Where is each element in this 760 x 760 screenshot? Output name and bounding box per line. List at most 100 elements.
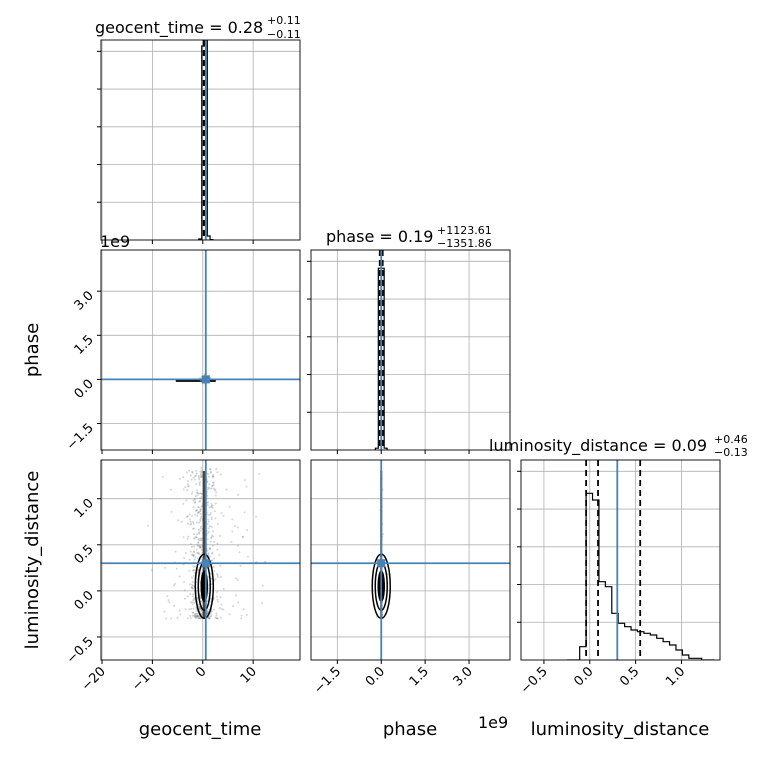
panel-plot-area	[101, 250, 300, 450]
sample-point	[209, 471, 212, 474]
sample-point	[191, 584, 194, 587]
sample-point	[176, 616, 179, 619]
sample-point	[213, 579, 216, 582]
sample-point	[194, 616, 197, 619]
sample-point	[168, 601, 171, 604]
sample-point	[241, 535, 244, 538]
sample-point	[212, 481, 215, 484]
sample-point	[238, 551, 241, 554]
sample-point	[208, 555, 211, 558]
sample-point	[193, 597, 196, 600]
sample-point	[208, 548, 211, 551]
y-tick-label: 1.5	[72, 333, 97, 358]
sample-point	[222, 587, 225, 590]
sample-point	[192, 554, 195, 557]
sample-point	[214, 494, 217, 497]
sample-point	[192, 611, 195, 614]
sample-point	[176, 519, 179, 522]
title-geocent-time-plus: +0.11	[267, 14, 301, 27]
sample-point	[195, 612, 198, 615]
sample-point	[196, 615, 199, 618]
sample-point	[186, 489, 189, 492]
panel-phase-phase	[307, 249, 511, 454]
sample-point	[192, 553, 195, 556]
x-tick-label: −10	[129, 664, 159, 694]
title-geocent-time: geocent_time = 0.28 +0.11 −0.11	[95, 14, 301, 41]
sample-point	[219, 534, 222, 537]
sample-point	[164, 566, 167, 569]
sample-point	[216, 598, 219, 601]
sample-point	[195, 536, 198, 539]
sample-point	[199, 537, 202, 540]
sample-point	[219, 565, 222, 568]
sample-point	[197, 615, 200, 618]
sample-point	[185, 499, 188, 502]
sample-point	[264, 560, 267, 563]
sample-point	[194, 495, 197, 498]
sample-point	[173, 604, 176, 607]
sample-point	[192, 568, 195, 571]
sample-point	[193, 558, 196, 561]
sample-point	[220, 512, 223, 515]
sample-point	[231, 530, 234, 533]
sample-point	[199, 470, 202, 473]
sample-point	[194, 513, 197, 516]
sample-point	[195, 521, 198, 524]
sample-point	[183, 597, 186, 600]
sample-point	[207, 473, 210, 476]
sample-point	[192, 476, 195, 479]
sample-point	[211, 485, 214, 488]
sample-point	[193, 571, 196, 574]
sample-point	[198, 539, 201, 542]
sample-point	[235, 594, 238, 597]
sample-point	[200, 475, 203, 478]
sample-point	[193, 527, 196, 530]
sample-point	[191, 490, 194, 493]
panel-geocent_time-luminosity_distance: −0.5 0.0 0.5 1.0 −20 −10 0 10	[64, 459, 301, 694]
x-axis-label-phase: phase	[383, 719, 437, 740]
sample-point	[196, 533, 199, 536]
sample-point	[189, 593, 192, 596]
sample-point	[197, 552, 200, 555]
panel-frame	[310, 249, 511, 451]
sample-point	[190, 478, 193, 481]
sample-point	[232, 605, 235, 608]
sample-point	[200, 504, 203, 507]
sample-point	[261, 584, 264, 587]
sample-point	[191, 587, 194, 590]
x-axis-label-luminosity-distance: luminosity_distance	[531, 719, 710, 740]
sample-point	[147, 524, 150, 527]
sample-point	[197, 541, 200, 544]
sample-point	[196, 612, 199, 615]
sample-point	[195, 606, 198, 609]
sample-point	[216, 523, 219, 526]
title-geocent-time-minus: −0.11	[267, 28, 301, 41]
sample-point	[197, 528, 200, 531]
sample-point	[199, 497, 202, 500]
sample-point	[208, 468, 211, 471]
sample-point	[209, 512, 212, 515]
sample-point	[210, 518, 213, 521]
sample-point	[255, 515, 258, 518]
y-tick-label: 0.0	[72, 377, 97, 402]
x-tick-label: −20	[79, 664, 109, 694]
sample-point	[214, 488, 217, 491]
density-contour	[194, 553, 215, 620]
y-axis-label-luminosity-distance: luminosity_distance	[22, 471, 43, 650]
sample-point	[179, 613, 182, 616]
sample-point	[241, 535, 244, 538]
sample-point	[212, 557, 215, 560]
sample-point	[222, 514, 225, 517]
sample-point	[220, 603, 223, 606]
sample-point	[197, 615, 200, 618]
sample-point	[216, 548, 219, 551]
phase-x-offset-label: 1e9	[478, 713, 508, 732]
sample-point	[192, 499, 195, 502]
sample-point	[197, 544, 200, 547]
sample-point	[215, 617, 218, 620]
x-tick-label: 1.0	[663, 664, 688, 689]
title-phase: phase = 0.19 +1123.61 −1351.86	[326, 224, 492, 250]
sample-point	[212, 535, 215, 538]
sample-point	[196, 544, 199, 547]
sample-point	[194, 475, 197, 478]
